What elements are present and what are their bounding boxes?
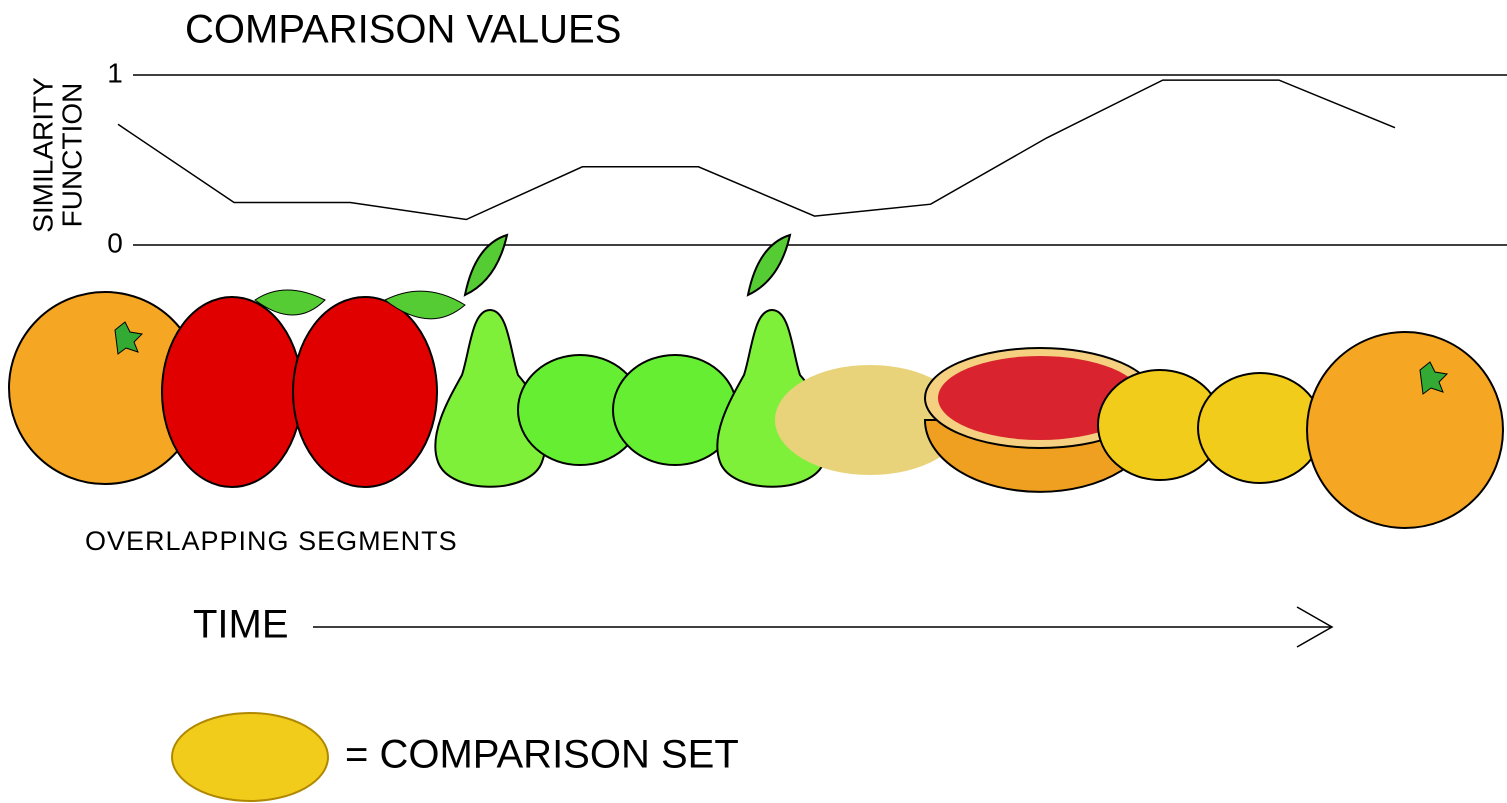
orange (1307, 332, 1503, 528)
time-arrow (313, 607, 1332, 647)
plot: 01 (107, 57, 1507, 258)
legend-lemon (172, 713, 328, 801)
annotation: TIME (193, 603, 289, 647)
pear-leaf (465, 235, 507, 295)
similarity-line (118, 80, 1395, 219)
pear-leaf (748, 235, 790, 295)
fruits (9, 235, 1503, 528)
apple (162, 297, 302, 487)
lemon (1198, 373, 1322, 483)
annotation: = COMPARISON SET (345, 733, 739, 777)
y-axis-label: SIMILARITY (27, 77, 58, 233)
y-axis-label: FUNCTION (56, 83, 87, 228)
apple (293, 297, 437, 487)
y-tick-label: 1 (107, 57, 123, 88)
diagram: COMPARISON VALUES SIMILARITY FUNCTION 01… (0, 0, 1507, 803)
y-tick-label: 0 (107, 227, 123, 258)
annotation: OVERLAPPING SEGMENTS (85, 526, 458, 556)
chart-title: COMPARISON VALUES (185, 8, 621, 52)
